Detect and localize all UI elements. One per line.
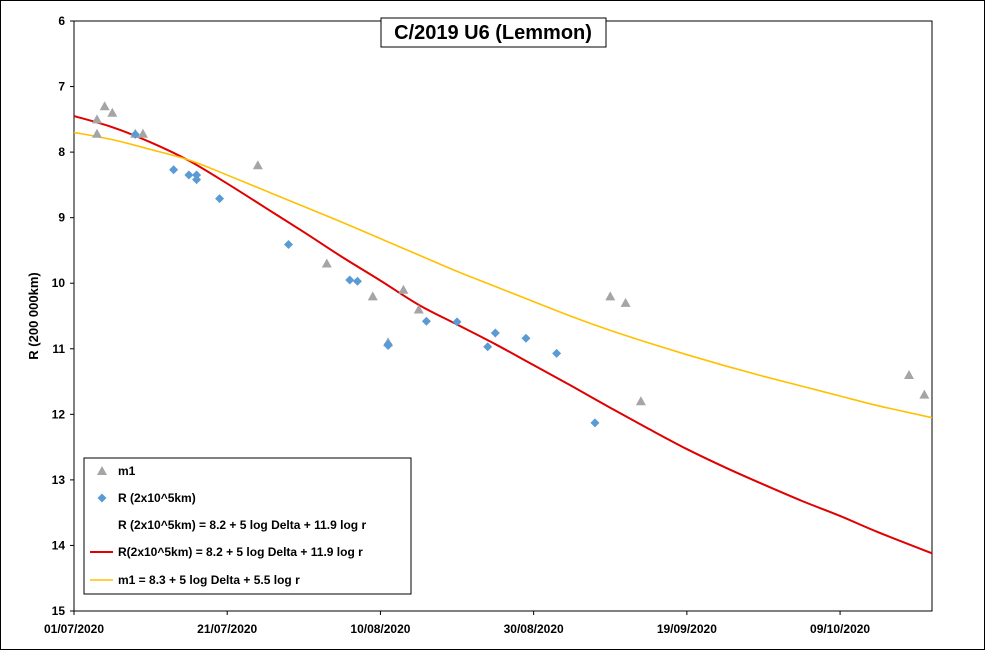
m1-point (635, 396, 646, 406)
y-tick-label: 9 (58, 211, 65, 225)
r-point (383, 341, 393, 350)
fit-lines (73, 115, 933, 555)
x-tick-label: 09/10/2020 (810, 622, 870, 636)
m1-point (413, 304, 424, 314)
m1-point (91, 114, 102, 124)
x-tick-label: 19/09/2020 (657, 622, 717, 636)
y-tick-label: 13 (52, 473, 66, 487)
legend-label: R (2x10^5km) (118, 491, 196, 505)
y-axis-ticks: 6 7 8 9 10 11 12 13 14 15 (52, 14, 74, 618)
legend-marker-m1 (97, 466, 107, 475)
m1-point (321, 258, 332, 268)
m1-point (91, 128, 102, 138)
y-tick-label: 11 (52, 342, 65, 356)
y-tick-label: 8 (58, 145, 65, 159)
legend-label: m1 (118, 464, 136, 478)
y-tick-label: 6 (58, 14, 65, 28)
r-point (590, 418, 600, 428)
r-point (521, 333, 531, 343)
legend: m1 R (2x10^5km) R (2x10^5km) = 8.2 + 5 log… (83, 457, 412, 595)
r-point (483, 342, 493, 352)
legend-marker-r (97, 493, 107, 503)
y-tick-label: 12 (52, 407, 66, 421)
x-tick-label: 10/08/2020 (350, 622, 410, 636)
legend-box (83, 457, 412, 595)
fit-line-m1 (73, 131, 933, 419)
m1-point (99, 101, 110, 111)
y-tick-label: 7 (58, 80, 65, 94)
y-tick-label: 15 (52, 604, 66, 618)
m1-point (919, 389, 930, 399)
legend-label: m1 = 8.3 + 5 log Delta + 5.5 log r (118, 573, 300, 587)
m1-point (904, 370, 915, 379)
chart-title: C/2019 U6 (Lemmon) (394, 22, 592, 44)
legend-label: R(2x10^5km) = 8.2 + 5 log Delta + 11.9 l… (118, 545, 363, 559)
chart-title-box: C/2019 U6 (Lemmon) (380, 17, 607, 48)
x-tick-label: 30/08/2020 (504, 622, 564, 636)
x-tick-label: 01/07/2020 (44, 622, 104, 636)
r-point (490, 328, 500, 338)
m1-point (620, 297, 631, 307)
x-axis-ticks: 01/07/2020 21/07/2020 10/08/2020 30/08/2020… (44, 611, 870, 636)
m1-point (252, 160, 263, 170)
r-point (192, 175, 202, 185)
y-axis-label: R (200 000km) (26, 272, 41, 359)
r-point (452, 317, 462, 327)
x-tick-label: 21/07/2020 (197, 622, 257, 636)
m1-point (107, 107, 118, 117)
data-points (91, 101, 930, 428)
r-point (352, 276, 362, 286)
y-tick-label: 10 (52, 276, 66, 290)
r-point (552, 348, 562, 358)
m1-point (367, 291, 378, 301)
legend-entries: m1 R (2x10^5km) R (2x10^5km) = 8.2 + 5 log… (90, 464, 366, 587)
m1-point (398, 284, 409, 294)
r-point (284, 240, 293, 250)
r-point (421, 316, 431, 326)
r-point (184, 170, 194, 180)
legend-label: R (2x10^5km) = 8.2 + 5 log Delta + 11.9 … (118, 518, 366, 532)
r-point (345, 275, 355, 285)
y-tick-label: 14 (52, 538, 66, 552)
r-point (192, 170, 202, 180)
r-point (215, 194, 225, 204)
m1-point (137, 128, 148, 138)
r-point (130, 129, 140, 139)
m1-point (605, 291, 616, 301)
r-point (169, 165, 179, 175)
fit-line-r (73, 115, 933, 555)
